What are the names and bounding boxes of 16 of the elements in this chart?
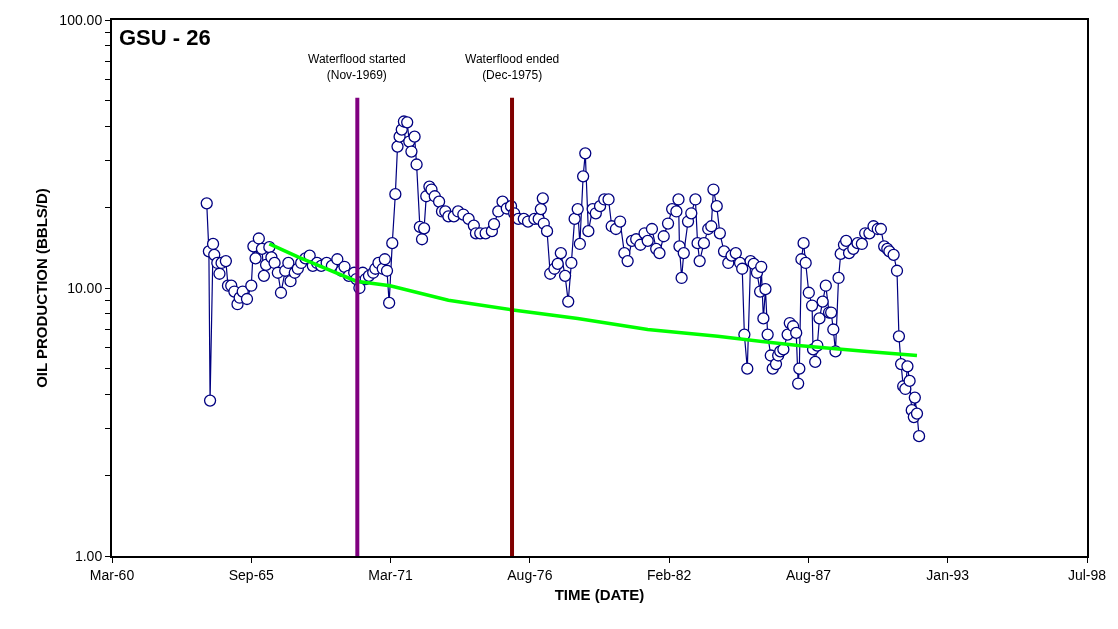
- y-tick-label: 1.00: [74, 547, 103, 564]
- x-tick-label: Jan-93: [926, 566, 970, 583]
- x-tick-label: Mar-60: [89, 566, 135, 583]
- ref-line-label: Waterflood ended (Dec-1975): [465, 52, 560, 82]
- x-axis-title: TIME (DATE): [554, 586, 645, 604]
- x-tick-label: Aug-87: [785, 566, 832, 583]
- x-tick-label: Mar-71: [368, 566, 413, 583]
- x-tick-label: Aug-76: [507, 566, 553, 583]
- ref-line-label: Waterflood started (Nov-1969): [308, 52, 406, 82]
- x-tick-label: Feb-82: [646, 566, 692, 583]
- y-axis-title: OIL PRODUCTION (BBLS/D): [33, 188, 51, 388]
- x-tick-label: Jul-98: [1067, 566, 1107, 583]
- chart-title: GSU - 26: [119, 25, 211, 50]
- x-tick-label: Sep-65: [228, 566, 275, 583]
- y-tick-label: 10.00: [67, 279, 103, 296]
- y-tick-label: 100.00: [59, 11, 103, 28]
